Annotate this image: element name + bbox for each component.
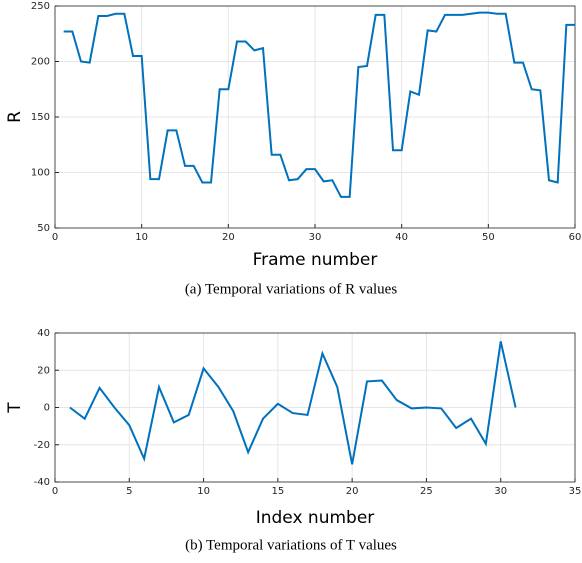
caption: (a) Temporal variations of R values [185, 281, 398, 297]
x-tick-label: 10 [197, 486, 210, 497]
x-tick-label: 20 [222, 232, 235, 243]
x-tick-label: 40 [395, 232, 408, 243]
x-axis-label: Index number [256, 508, 375, 528]
x-tick-label: 0 [52, 232, 58, 243]
y-tick-label: 100 [31, 168, 50, 179]
y-tick-label: 250 [31, 1, 50, 12]
y-tick-label: 50 [37, 223, 50, 234]
axes-box [54, 5, 576, 229]
x-tick-label: 5 [126, 486, 132, 497]
y-tick-label: 40 [37, 328, 50, 339]
y-tick-label: 150 [31, 112, 50, 123]
y-tick-label: 20 [37, 365, 50, 376]
x-tick-label: 0 [52, 486, 58, 497]
x-axis-label: Frame number [253, 250, 378, 270]
y-axis-label: R [5, 111, 25, 123]
x-tick-label: 60 [569, 232, 582, 243]
axes-box [54, 332, 576, 483]
x-tick-label: 30 [494, 486, 507, 497]
x-tick-label: 30 [309, 232, 322, 243]
data-line [69, 341, 517, 465]
data-line [63, 11, 575, 198]
x-tick-label: 20 [346, 486, 359, 497]
y-tick-label: -40 [34, 477, 50, 488]
y-tick-label: -20 [34, 440, 50, 451]
x-tick-label: 50 [482, 232, 495, 243]
x-tick-label: 25 [420, 486, 433, 497]
y-tick-label: 0 [44, 403, 50, 414]
caption: (b) Temporal variations of T values [185, 537, 397, 553]
x-tick-label: 10 [135, 232, 148, 243]
x-tick-label: 15 [271, 486, 284, 497]
x-tick-label: 35 [569, 486, 582, 497]
y-axis-label: T [5, 402, 25, 414]
y-tick-label: 200 [31, 57, 50, 68]
